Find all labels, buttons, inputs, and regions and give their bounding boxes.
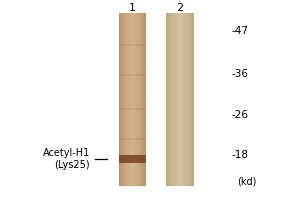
Text: 1: 1	[128, 3, 136, 13]
Text: -47: -47	[231, 26, 248, 36]
Text: (kd): (kd)	[237, 177, 256, 187]
Bar	[118, 44, 146, 46]
Bar	[118, 155, 146, 163]
Text: -36: -36	[231, 69, 248, 79]
Text: (Lys25): (Lys25)	[54, 160, 90, 170]
Text: -26: -26	[231, 110, 248, 120]
Bar	[118, 74, 146, 76]
Bar	[118, 108, 146, 110]
Text: -18: -18	[231, 150, 248, 160]
Bar	[118, 138, 146, 140]
Text: 2: 2	[176, 3, 184, 13]
Text: Acetyl-H1: Acetyl-H1	[43, 148, 90, 158]
